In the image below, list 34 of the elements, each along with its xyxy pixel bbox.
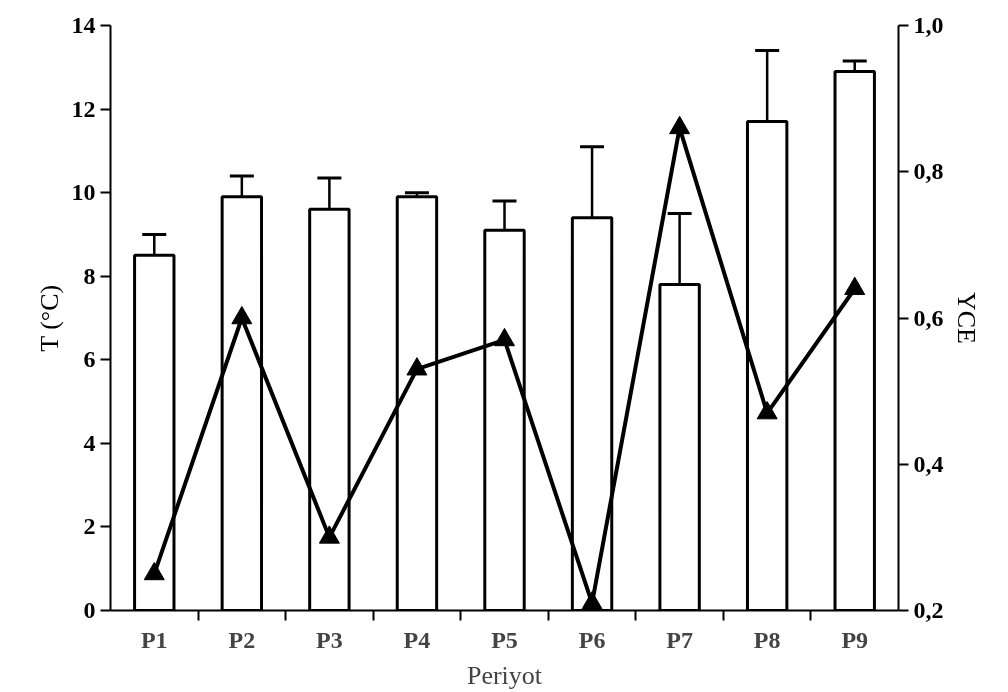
x-axis-title: Periyot: [466, 660, 543, 690]
y2-tick-label: 0,2: [913, 597, 944, 623]
y-tick-label: 0: [83, 597, 96, 623]
point: [844, 276, 866, 296]
x-tick-label: P2: [228, 626, 256, 653]
y2-tick-label: 0,4: [913, 450, 944, 477]
y-tick-label: 10: [71, 179, 96, 206]
point: [669, 115, 691, 135]
x-tick-label: P7: [666, 626, 693, 653]
y2-tick-label: 0,8: [913, 158, 944, 185]
point: [581, 591, 603, 610]
y-tick-label: 14: [71, 12, 96, 38]
y-tick-label: 2: [83, 513, 96, 540]
x-tick-label: P6: [578, 626, 606, 653]
x-tick-label: P9: [841, 626, 869, 653]
y-tick-label: 12: [71, 95, 96, 122]
point: [231, 305, 253, 325]
x-tick-label: P8: [753, 626, 781, 653]
y-axis-title: T (°C): [34, 284, 64, 352]
point: [318, 525, 340, 544]
y-tick-label: 8: [83, 262, 96, 289]
y-tick-label: 4: [83, 429, 96, 456]
x-tick-label: P3: [316, 626, 343, 653]
x-tick-label: P5: [491, 626, 518, 653]
point: [406, 357, 428, 376]
point: [756, 401, 778, 420]
y-tick-label: 6: [83, 346, 96, 373]
point: [143, 561, 165, 581]
x-tick-label: P4: [403, 626, 431, 653]
y2-tick-label: 1,0: [913, 12, 944, 38]
y2-tick-label: 0,6: [913, 304, 944, 331]
x-tick-label: P1: [140, 626, 168, 653]
y2-axis-title: YCE: [951, 292, 981, 344]
point: [494, 327, 515, 347]
